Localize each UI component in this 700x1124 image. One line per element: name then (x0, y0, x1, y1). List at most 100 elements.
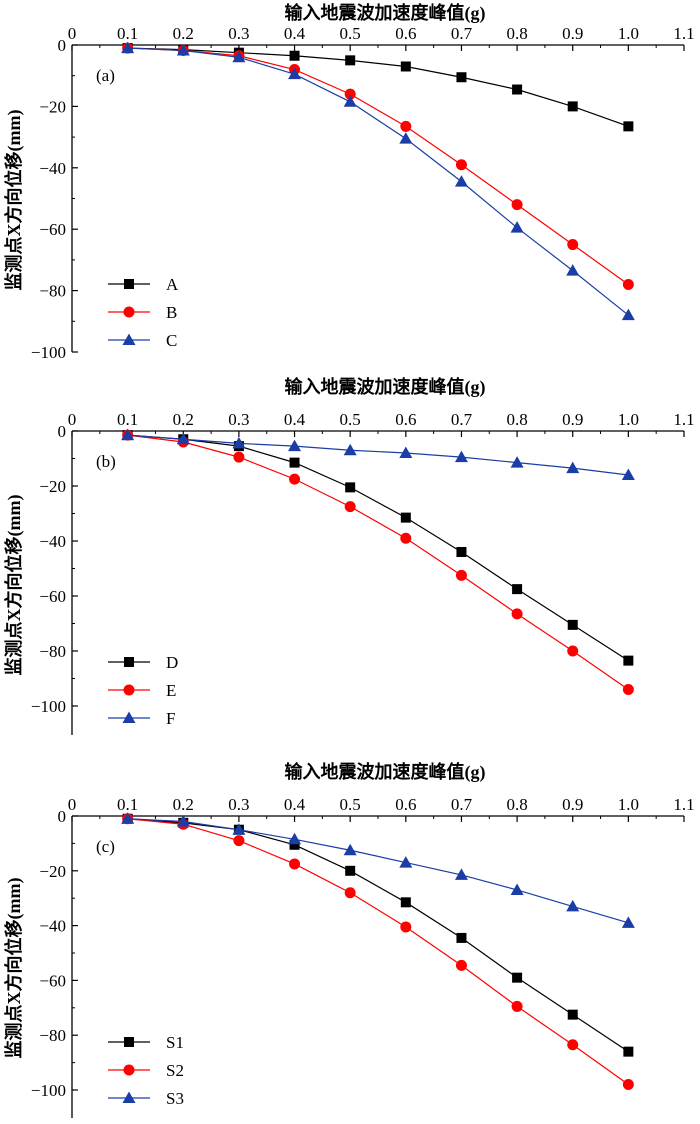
panel-b-data-point (344, 501, 356, 513)
panel-c-series-line (127, 818, 629, 1053)
panel-a-x-tick-label: 0.1 (117, 24, 138, 43)
panel-a-x-tick-label: 0 (68, 24, 77, 43)
panel-b-data-point (455, 569, 467, 581)
panel-a-y-tick-label: −80 (39, 282, 66, 301)
panel-b-x-tick-label: 0.5 (340, 410, 361, 429)
panel-a-data-point (121, 41, 135, 54)
panel-b-data-point (232, 436, 246, 449)
panel-b-data-point (121, 428, 135, 441)
panel-a-x-tick-label: 0.5 (340, 24, 361, 43)
panel-a-data-point (288, 67, 302, 80)
panel-b-legend-marker (123, 684, 135, 696)
panel-a-y-tick-label: −100 (31, 343, 66, 362)
panel-c-data-point (623, 1046, 634, 1057)
panel-b-chart: 输入地震波加速度峰值(g) 0 0.1 0.2 0.3 0.4 0.5 0.6 0.7 0.8 0.… (3, 376, 695, 735)
panel-a-data-point (621, 308, 635, 321)
panel-a-data-point (176, 44, 190, 56)
panel-c-series-line (127, 818, 629, 924)
panel-b-data-point (623, 655, 634, 666)
panel-a-y-tick-label: −20 (39, 97, 66, 116)
panel-c-data-point (232, 823, 246, 835)
panel-b-data-point (512, 584, 523, 595)
panel-c-data-point (455, 959, 467, 971)
panel-b-data-point (233, 451, 245, 463)
panel-a-chart: 输入地震波加速度峰值(g) 0 0.1 0.2 0.3 0.4 0.5 0.6 0.7 0.8 0.… (3, 2, 695, 362)
panel-c-label: (c) (96, 837, 115, 856)
panel-b-y-tick-label: 0 (58, 422, 67, 441)
panel-c-data-point (121, 812, 135, 824)
panel-c-x-tick-label: 0.2 (173, 795, 194, 814)
panel-b-x-axis-title: 输入地震波加速度峰值(g) (285, 376, 486, 398)
panel-a-legend-label: B (166, 303, 177, 322)
panel-a-data-point (343, 95, 357, 107)
panel-c-y-tick-label: −80 (39, 1026, 66, 1045)
panel-b-data-point (399, 446, 413, 458)
panel-b-data-point (288, 439, 302, 452)
panel-a-data-point (232, 50, 246, 63)
panel-b-legend-label: F (166, 709, 175, 728)
panel-a-data-point (567, 239, 579, 251)
panel-b-data-point (511, 608, 523, 620)
panel-b-series-e (122, 429, 634, 695)
panel-a-legend-marker (122, 333, 136, 345)
panel-c-data-point (567, 1039, 579, 1051)
panel-a-legend-label: C (166, 331, 177, 350)
panel-c-x-tick-label: 0.3 (228, 795, 249, 814)
panel-a-data-point (512, 84, 523, 95)
panel-a-x-tick-label: 0.4 (284, 24, 306, 43)
panel-b-data-point (454, 450, 468, 463)
panel-b-data-point (456, 547, 467, 557)
panel-c-data-point (289, 839, 300, 850)
panel-a-data-point (400, 120, 412, 132)
panel-a-data-point (454, 175, 468, 187)
panel-a-x-tick-label: 0.6 (395, 24, 416, 43)
panel-c-legend-marker (122, 1091, 136, 1103)
panel-b-data-point (400, 512, 411, 523)
panel-b-data-point (345, 482, 356, 493)
panel-a-data-point (511, 199, 523, 211)
panel-b-series-line (127, 434, 629, 690)
panel-b-y-tick-label: −80 (39, 642, 66, 661)
panel-b-data-point (176, 432, 190, 445)
panel-a-series-line (127, 47, 629, 127)
panel-a-y-tick-label: −40 (39, 159, 66, 178)
panel-b-data-point (510, 456, 524, 468)
panel-b-x-tick-label: 0.8 (506, 410, 527, 429)
panel-c-x-tick-label: 0 (68, 795, 77, 814)
panel-c-data-point (454, 868, 468, 880)
panel-a-x-tick-label: 0.3 (228, 24, 249, 43)
panel-c-legend-marker (123, 1064, 135, 1076)
panel-c-data-point (289, 858, 301, 870)
panel-a-data-point (344, 88, 356, 100)
panel-c-x-tick-label: 0.5 (340, 795, 361, 814)
panel-c-legend-marker (124, 1037, 134, 1047)
panel-c-data-point (621, 916, 635, 928)
panel-c-x-tick-label: 1.1 (673, 795, 694, 814)
panel-c-x-tick-label: 0.9 (562, 795, 583, 814)
panel-a-data-point (566, 264, 580, 276)
panel-c-x-tick-label: 0.6 (395, 795, 416, 814)
panel-a-data-point (623, 121, 634, 132)
panel-c-x-tick-label: 0.4 (284, 795, 306, 814)
panel-b-y-tick-label: −20 (39, 477, 66, 496)
panel-c-series-s1 (122, 813, 634, 1057)
panel-a-data-point (455, 159, 467, 171)
panel-b-y-tick-label: −40 (39, 532, 66, 551)
panel-a-y-axis-title: 监测点X方向位移(mm) (3, 110, 25, 291)
panel-a-legend: ABC (108, 275, 179, 350)
panel-b-y-axis-title: 监测点X方向位移(mm) (3, 495, 25, 676)
panel-c-data-point (512, 972, 523, 983)
panel-c-x-tick-label: 0.7 (451, 795, 473, 814)
panel-b-series-f (121, 428, 635, 480)
panel-b-x-tick-label: 1.0 (618, 410, 639, 429)
panel-c-x-tick-label: 1.0 (618, 795, 639, 814)
panel-a-legend-marker (124, 279, 134, 289)
panel-a-series-line (127, 47, 629, 285)
panel-c-data-point (510, 883, 524, 895)
panel-c-data-point (345, 865, 356, 876)
panel-b-x-tick-label: 0.1 (117, 410, 138, 429)
panel-b-series-d (122, 430, 634, 666)
panel-a-label: (a) (96, 66, 115, 85)
panel-b-label: (b) (96, 452, 116, 471)
